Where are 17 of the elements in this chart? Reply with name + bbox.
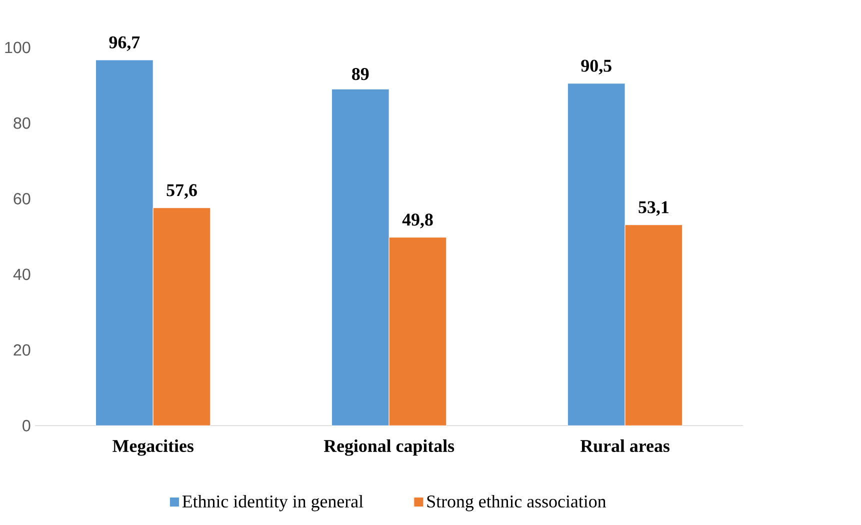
x-tick-label: Megacities bbox=[112, 439, 194, 456]
data-label: 49,8 bbox=[402, 214, 433, 228]
y-tick-label: 0 bbox=[22, 420, 30, 432]
data-label: 90,5 bbox=[581, 60, 612, 74]
data-label: 53,1 bbox=[638, 201, 668, 216]
legend-label: Strong ethnic association bbox=[427, 494, 606, 512]
data-label: 89 bbox=[352, 68, 369, 80]
x-tick-label: Rural areas bbox=[580, 439, 670, 452]
data-label: 96,7 bbox=[109, 36, 140, 51]
y-tick-label: 100 bbox=[5, 42, 30, 54]
y-tick-label: 20 bbox=[14, 344, 30, 356]
y-tick-label: 40 bbox=[13, 268, 30, 280]
legend-label: Ethnic identity in general bbox=[182, 494, 364, 512]
y-tick-label: 60 bbox=[14, 192, 30, 204]
x-tick-label: Regional capitals bbox=[324, 439, 454, 456]
y-tick-label: 80 bbox=[14, 117, 30, 129]
data-label: 57,6 bbox=[166, 184, 197, 199]
